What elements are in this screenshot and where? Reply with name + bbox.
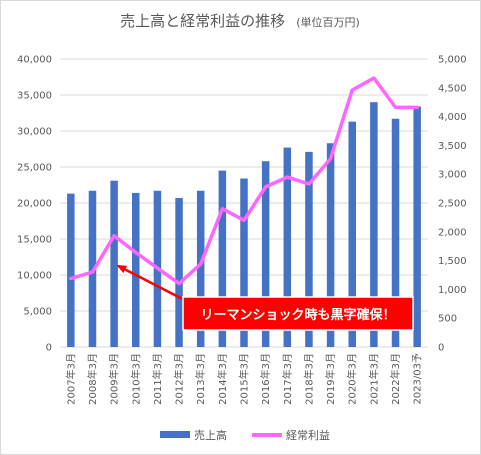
chart-title: 売上高と経常利益の推移 (単位百万円)	[120, 11, 360, 30]
x-axis-tick-label: 2017年3月	[281, 353, 294, 405]
line-series-path	[69, 76, 419, 286]
right-axis-tick-label: 4,500	[438, 83, 467, 94]
x-axis-tick-label: 2014年3月	[216, 353, 229, 405]
x-axis-tick-label: 2022年3月	[389, 353, 402, 405]
bar	[391, 118, 400, 347]
left-axis-tick-label: 5,000	[23, 307, 52, 318]
annotation: リーマンショック時も黒字確保！	[116, 264, 414, 331]
bar	[283, 147, 292, 347]
bar	[196, 190, 205, 347]
bar	[413, 106, 421, 348]
x-axis-tick-label: 2016年3月	[259, 353, 272, 405]
line-series	[69, 76, 419, 286]
annotation-text: リーマンショック時も黒字確保！	[200, 307, 395, 323]
annotation-box	[182, 296, 414, 331]
right-axis-tick-label: 500	[438, 314, 457, 325]
bar	[305, 151, 313, 347]
x-axis-tick-label: 2020年3月	[346, 353, 359, 405]
bar	[175, 197, 183, 347]
x-axis-tick-label: 2008年3月	[86, 353, 99, 405]
x-axis-tick-label: 2011年3月	[151, 353, 164, 405]
legend-label-profit: 経常利益	[286, 428, 330, 442]
x-axis-tick-label: 2007年3月	[64, 353, 77, 405]
right-axis-tick-label: 0	[438, 343, 444, 354]
x-axis-tick-label: 2021年3月	[367, 353, 380, 405]
bar	[218, 170, 227, 347]
x-axis-tick-label: 2009年3月	[108, 353, 121, 405]
left-axis-tick-label: 20,000	[17, 199, 52, 210]
chart-title-main: 売上高と経常利益の推移	[120, 12, 285, 30]
right-axis-tick-label: 1,000	[438, 285, 467, 296]
left-axis-tick-label: 40,000	[17, 55, 52, 66]
bar	[326, 143, 335, 347]
bar	[348, 121, 356, 347]
right-axis-tick-label: 2,000	[438, 227, 467, 238]
right-axis-tick-label: 4,000	[438, 112, 467, 123]
bar	[261, 161, 270, 347]
bar	[110, 180, 118, 347]
right-axis-tick-labels: 0 500 1,000 1,500 2,000 2,500 3,000 3,500 4,000 4…	[438, 55, 467, 354]
bar	[67, 193, 75, 347]
x-axis-tick-label: 2023/03予	[412, 353, 424, 405]
bar	[132, 192, 140, 347]
right-axis-tick-label: 3,500	[438, 141, 467, 152]
right-axis-tick-label: 5,000	[438, 55, 467, 66]
left-axis-tick-label: 10,000	[17, 271, 52, 282]
x-axis-tick-label: 2013年3月	[194, 353, 207, 405]
x-axis-tick-label: 2019年3月	[324, 353, 337, 405]
x-axis-tick-label: 2015年3月	[238, 353, 251, 405]
left-axis-tick-labels: 0 5,000 10,000 15,000 20,000 25,000 30,000 35,0…	[17, 55, 52, 354]
right-axis-tick-label: 3,000	[438, 170, 467, 181]
left-axis-tick-label: 30,000	[17, 127, 52, 138]
left-axis-tick-label: 15,000	[17, 235, 52, 246]
left-axis-tick-label: 35,000	[17, 91, 52, 102]
x-axis-tick-label: 2018年3月	[302, 353, 315, 405]
x-axis-tick-label: 2012年3月	[173, 353, 186, 405]
legend: 売上高 経常利益	[160, 428, 330, 442]
right-axis-tick-label: 2,500	[438, 199, 467, 210]
legend-swatch-sales	[160, 431, 190, 438]
right-axis-tick-label: 1,500	[438, 256, 467, 267]
left-axis-tick-label: 25,000	[17, 163, 52, 174]
bar	[370, 102, 378, 347]
bar	[240, 178, 248, 347]
legend-label-sales: 売上高	[194, 428, 227, 442]
chart-subtitle: (単位百万円)	[296, 15, 360, 29]
left-axis-tick-label: 0	[46, 343, 52, 354]
x-axis-tick-labels: 2007年3月 2008年3月 2009年3月 2010年3月 2011年3月 2012年…	[64, 353, 423, 405]
x-axis-tick-label: 2010年3月	[129, 353, 142, 405]
